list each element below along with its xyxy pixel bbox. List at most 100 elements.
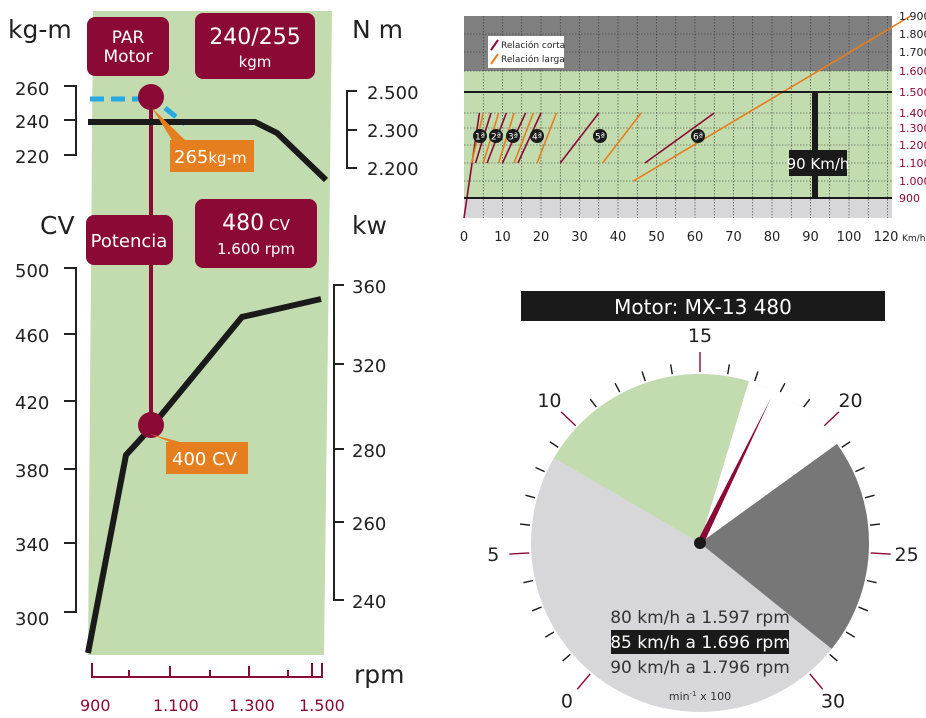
power-right-axis-title: kw: [352, 211, 387, 240]
torque-callout-unit: kg-m: [208, 149, 246, 167]
par-motor-box: [87, 17, 169, 76]
gauge-face: [531, 374, 869, 712]
gear-badge: [530, 129, 544, 143]
gear-badge: [691, 129, 705, 143]
potencia-value-box: [195, 199, 317, 268]
rpm-tick-label: 900: [899, 192, 920, 205]
gauge-minor-tick: [562, 653, 571, 662]
gear-badge: [473, 129, 487, 143]
gauge-minor-tick: [525, 494, 536, 499]
gauge-scale-label: 20: [838, 390, 862, 412]
gauge-minor-tick: [779, 382, 786, 393]
potencia-value-unit: CV: [269, 216, 290, 234]
chart-band-lightgray: [464, 198, 892, 218]
power-right-axis: [333, 284, 344, 601]
rpm-ticks: 1.900 1.800 1.700 1.600 1.500 1.400 1.300 1.200…: [899, 10, 926, 205]
power-point-marker: [138, 412, 164, 438]
left-performance-chart: kg-m N m CV kw rpm 260 240 220 2.500 2.3…: [8, 11, 419, 715]
gauge-minor-tick: [519, 523, 531, 526]
gauge-hub: [694, 537, 706, 549]
gear-badge-label: 4ª: [532, 133, 542, 143]
torque-right-tick: 2.500: [367, 83, 419, 104]
rpm-tick-label: 1.700: [899, 46, 926, 59]
gear-badge-label: 6ª: [693, 133, 703, 143]
legend-swatch-long: [490, 53, 499, 65]
legend-label-long: Relación larga: [501, 54, 565, 65]
rpm-tick-label: 1.200: [899, 139, 926, 152]
torque-right-axis: [346, 90, 357, 169]
gauge-minor-tick: [669, 364, 673, 375]
speed-tick-label: 80: [764, 230, 781, 245]
gauge-minor-tick: [535, 466, 545, 473]
torque-right-tick: 2.300: [367, 121, 419, 142]
torque-left-tick: 240: [15, 112, 49, 133]
gauge-title-bar: [521, 291, 885, 321]
gear-badge: [593, 129, 607, 143]
gauge-unit-sup: -1: [690, 690, 697, 698]
gauge-unit-label: min-1 x 100: [669, 690, 731, 703]
speed-tick-label: 100: [837, 230, 862, 245]
gear-line: [517, 112, 542, 164]
left-chart-background: [88, 11, 332, 655]
speed-unit-label: Km/h: [902, 234, 925, 244]
rpm-tick: 1.300: [229, 696, 275, 715]
gauge-scale-labels: 0 5 10 15 20 25 30: [487, 325, 918, 713]
torque-right-axis-title: N m: [352, 15, 403, 44]
gear-line: [632, 15, 912, 182]
gauge-minor-tick: [754, 371, 759, 382]
power-left-tick: 460: [15, 326, 49, 347]
gauge-minor-tick: [589, 398, 597, 408]
gear-badge: [489, 129, 503, 143]
rpm-tick: 1.500: [299, 696, 345, 715]
rpm-tick-label: 1.300: [899, 122, 926, 135]
speed-tick-label: 30: [571, 230, 588, 245]
gear-line: [644, 112, 715, 164]
gear-speed-chart: 1.900 1.800 1.700 1.600 1.500 1.400 1.300 1.200…: [460, 10, 926, 245]
gauge-unit-base: min: [669, 690, 690, 703]
gauge-readout-line-highlighted: 85 km/h a 1.696 rpm: [610, 633, 790, 653]
gear-badge: [506, 129, 520, 143]
gear-labels: 1ª 2ª 3ª 4ª 5ª 6ª: [473, 129, 705, 143]
gauge-title: Motor: MX-13 480: [614, 295, 792, 319]
gear-badge-label: 3ª: [508, 133, 518, 143]
legend-label-short: Relación corta: [501, 40, 565, 51]
power-left-tick: 340: [15, 535, 49, 556]
power-left-tick: 300: [15, 609, 49, 630]
gear-line: [559, 112, 600, 164]
power-callout-label: 400 CV: [172, 449, 238, 470]
gear-badge-label: 1ª: [475, 133, 485, 143]
gauge-scale-label: 10: [537, 390, 561, 412]
torque-left-axis: [64, 85, 77, 156]
gauge-scale-label: 15: [688, 325, 712, 347]
gauge-major-tick: [809, 673, 824, 690]
potencia-label: Potencia: [91, 231, 168, 252]
rpm-tick: 1.100: [153, 696, 199, 715]
rpm-tick-label: 1.800: [899, 28, 926, 41]
gauge-scale-label: 5: [487, 544, 499, 566]
par-motor-line1: PAR: [112, 28, 145, 48]
rpm-tick: 900: [80, 696, 111, 715]
power-left-axis-title: CV: [40, 211, 75, 240]
gauge-minor-tick: [545, 631, 555, 638]
power-right-tick: 240: [352, 592, 386, 613]
rpm-gauge: Motor: MX-13 480 0 5 10 15 20 25 30 80 km/h a …: [487, 291, 919, 713]
torque-right-tick: 2.200: [367, 159, 419, 180]
speed-tick-label: 40: [610, 230, 627, 245]
gauge-major-tick: [823, 411, 840, 427]
gear-line: [513, 112, 535, 164]
gauge-scale-label: 25: [895, 544, 919, 566]
par-value-box: [195, 13, 315, 79]
gauge-scale-label: 0: [561, 691, 573, 713]
gauge-readout-line: 80 km/h a 1.597 rpm: [610, 608, 790, 628]
power-left-tick: 420: [15, 393, 49, 414]
power-left-axis: [64, 267, 77, 613]
speed-tick-label: 70: [725, 230, 742, 245]
gauge-minor-tick: [841, 441, 851, 448]
torque-curve: [88, 119, 329, 183]
gauge-minor-tick: [858, 606, 869, 612]
rpm-tick-label: 1.500: [899, 86, 926, 99]
gauge-needle: [697, 398, 771, 545]
speed-tick-label: 0: [460, 230, 468, 245]
gauge-minor-tick: [845, 631, 855, 638]
torque-callout-pointer: [152, 108, 185, 140]
